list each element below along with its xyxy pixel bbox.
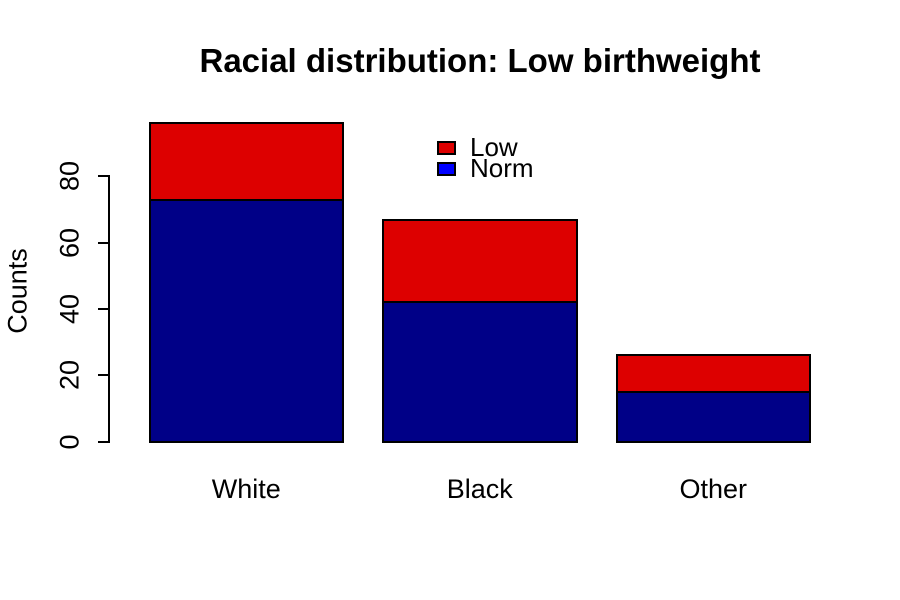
bar-other <box>615 354 811 443</box>
bar-white-low-segment <box>150 124 342 201</box>
legend-item-norm: Norm <box>437 153 534 183</box>
y-tick-mark-20 <box>98 374 108 377</box>
legend-swatch-norm <box>437 161 456 176</box>
bar-white <box>148 122 344 443</box>
y-tick-label-20: 20 <box>54 360 85 391</box>
bar-other-low-segment <box>617 356 809 393</box>
chart-title: Racial distribution: Low birthweight <box>199 42 761 79</box>
y-axis-line <box>108 175 110 443</box>
y-tick-label-80: 80 <box>54 161 85 192</box>
x-category-label-white: White <box>211 474 281 504</box>
legend-label-low: Low <box>470 132 518 162</box>
bar-black <box>382 218 578 443</box>
x-category-label-other: Other <box>679 474 748 504</box>
legend-item-low: Low <box>437 132 534 162</box>
y-tick-mark-60 <box>98 241 108 244</box>
y-tick-label-40: 40 <box>54 294 85 325</box>
legend-label-norm: Norm <box>470 153 534 183</box>
x-category-label-black: Black <box>446 474 513 504</box>
legend: Low Norm <box>437 132 534 183</box>
legend-swatch-low <box>437 140 456 155</box>
bar-black-low-segment <box>384 220 576 304</box>
y-tick-label-60: 60 <box>54 227 85 258</box>
y-axis-label: Counts <box>2 248 33 334</box>
y-tick-mark-80 <box>98 175 108 178</box>
y-tick-mark-40 <box>98 308 108 311</box>
y-tick-label-0: 0 <box>54 434 85 450</box>
y-tick-mark-0 <box>98 440 108 443</box>
